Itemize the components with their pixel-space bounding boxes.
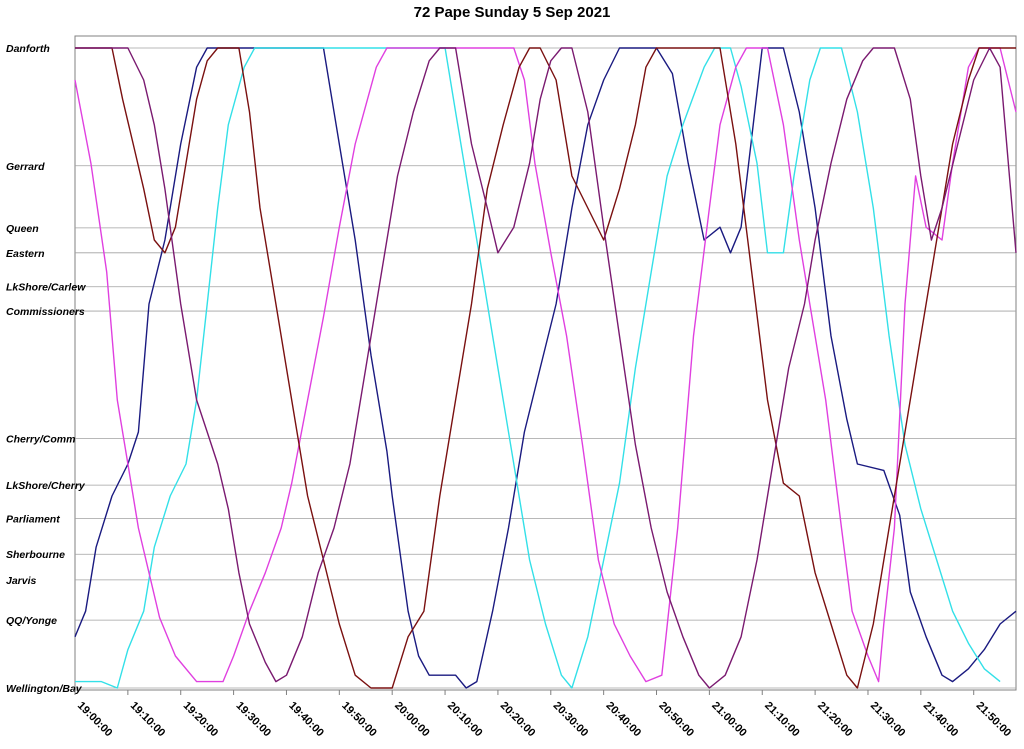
y-tick-label: Sherbourne bbox=[6, 549, 65, 561]
y-tick-label: Gerrard bbox=[6, 161, 45, 173]
x-tick-label: 21:00:00 bbox=[709, 700, 749, 740]
y-tick-label: QQ/Yonge bbox=[6, 615, 57, 627]
x-tick-label: 20:50:00 bbox=[656, 700, 696, 740]
x-tick-label: 19:50:00 bbox=[339, 700, 379, 740]
y-tick-label: Cherry/Comm bbox=[6, 433, 75, 445]
x-tick-label: 20:30:00 bbox=[551, 700, 591, 740]
y-tick-label: Eastern bbox=[6, 248, 45, 260]
y-tick-label: LkShore/Carlew bbox=[6, 282, 86, 294]
series-line-purple bbox=[75, 47, 1017, 689]
x-tick-label: 19:40:00 bbox=[286, 700, 326, 740]
plot-area-border bbox=[74, 35, 1017, 691]
x-tick-label: 20:00:00 bbox=[392, 700, 432, 740]
x-tick-label: 21:50:00 bbox=[974, 700, 1014, 740]
y-tick-label: Danforth bbox=[6, 43, 50, 55]
x-tick-label: 20:10:00 bbox=[445, 700, 485, 740]
x-tick-label: 19:30:00 bbox=[233, 700, 273, 740]
x-tick-label: 20:40:00 bbox=[604, 700, 644, 740]
y-tick-label: Wellington/Bay bbox=[6, 683, 83, 695]
y-tick-label: Commissioners bbox=[6, 306, 85, 318]
y-tick-label: Queen bbox=[6, 223, 39, 235]
series-line-cyan bbox=[75, 47, 1001, 689]
series-line-maroon bbox=[75, 47, 1016, 689]
chart-title: 72 Pape Sunday 5 Sep 2021 bbox=[413, 4, 611, 21]
series-line-magenta bbox=[74, 47, 1017, 683]
y-tick-label: Parliament bbox=[6, 513, 60, 525]
x-tick-label: 21:40:00 bbox=[921, 700, 961, 740]
y-tick-label: LkShore/Cherry bbox=[6, 480, 86, 492]
x-tick-label: 20:20:00 bbox=[498, 700, 538, 740]
x-tick-label: 19:10:00 bbox=[128, 700, 168, 740]
x-tick-label: 21:10:00 bbox=[762, 700, 802, 740]
x-tick-label: 21:20:00 bbox=[815, 700, 855, 740]
x-tick-label: 21:30:00 bbox=[868, 700, 908, 740]
x-tick-label: 19:00:00 bbox=[75, 700, 115, 740]
y-tick-label: Jarvis bbox=[6, 575, 37, 587]
x-tick-label: 19:20:00 bbox=[181, 700, 221, 740]
series-line-navy bbox=[74, 47, 1017, 689]
